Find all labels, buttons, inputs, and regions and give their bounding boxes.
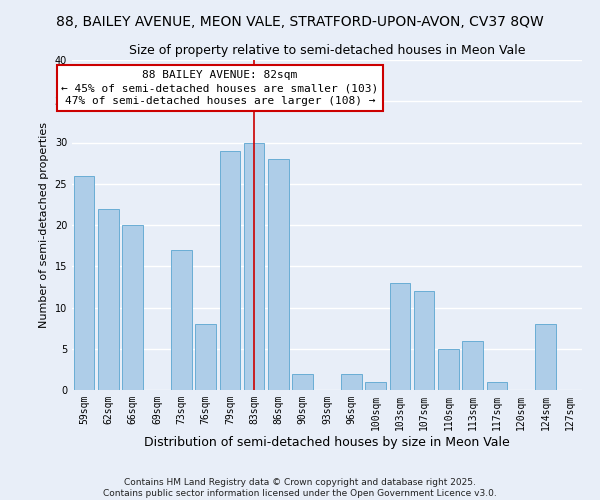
Bar: [122, 225, 143, 390]
Bar: [341, 374, 362, 390]
X-axis label: Distribution of semi-detached houses by size in Meon Vale: Distribution of semi-detached houses by …: [144, 436, 510, 448]
Bar: [487, 382, 508, 390]
Bar: [244, 142, 265, 390]
Bar: [195, 324, 216, 390]
Bar: [463, 340, 483, 390]
Bar: [268, 159, 289, 390]
Bar: [438, 349, 459, 390]
Text: Contains HM Land Registry data © Crown copyright and database right 2025.
Contai: Contains HM Land Registry data © Crown c…: [103, 478, 497, 498]
Bar: [98, 208, 119, 390]
Y-axis label: Number of semi-detached properties: Number of semi-detached properties: [39, 122, 49, 328]
Title: Size of property relative to semi-detached houses in Meon Vale: Size of property relative to semi-detach…: [129, 44, 525, 58]
Bar: [220, 151, 240, 390]
Bar: [414, 291, 434, 390]
Bar: [171, 250, 191, 390]
Bar: [389, 283, 410, 390]
Text: 88 BAILEY AVENUE: 82sqm
← 45% of semi-detached houses are smaller (103)
47% of s: 88 BAILEY AVENUE: 82sqm ← 45% of semi-de…: [61, 70, 379, 106]
Bar: [535, 324, 556, 390]
Bar: [292, 374, 313, 390]
Text: 88, BAILEY AVENUE, MEON VALE, STRATFORD-UPON-AVON, CV37 8QW: 88, BAILEY AVENUE, MEON VALE, STRATFORD-…: [56, 15, 544, 29]
Bar: [365, 382, 386, 390]
Bar: [74, 176, 94, 390]
